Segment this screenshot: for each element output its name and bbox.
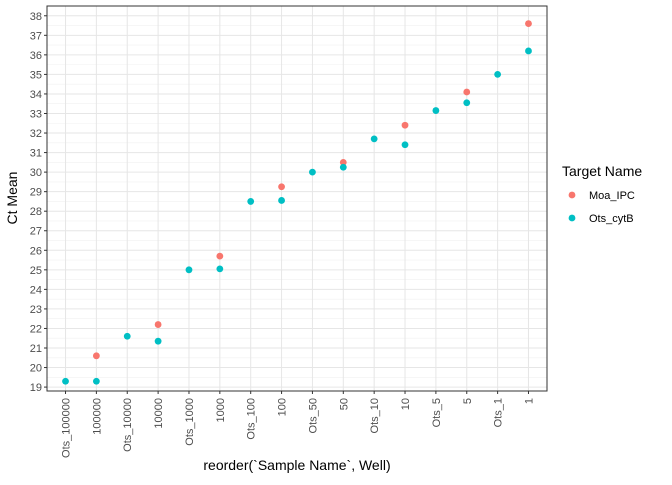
y-tick-label: 34 (30, 89, 42, 101)
data-point-moa-ipc (463, 88, 471, 96)
legend-label: Ots_cytB (589, 213, 634, 225)
x-axis-title: reorder(`Sample Name`, Well) (203, 457, 390, 473)
y-tick-label: 24 (30, 284, 42, 296)
legend-label: Moa_IPC (589, 190, 635, 202)
x-tick-label: Ots_1 (493, 398, 505, 427)
y-tick-label: 38 (30, 11, 42, 23)
y-tick-label: 33 (30, 108, 42, 120)
data-point-moa-ipc (92, 352, 100, 360)
data-point-moa-ipc (339, 158, 347, 166)
data-point-moa-ipc (154, 321, 162, 328)
y-tick-label: 30 (30, 167, 42, 179)
x-tick-label: Ots_100 (246, 398, 258, 440)
data-point-ots-cytb (432, 107, 440, 114)
legend-title: Target Name (562, 163, 642, 179)
data-point-ots-cytb (154, 337, 162, 345)
x-tick-label: Ots_10000 (122, 398, 134, 452)
y-tick-label: 23 (30, 304, 42, 316)
data-points (62, 20, 532, 385)
y-tick-label: 27 (30, 226, 42, 238)
x-tick-label: Ots_10 (369, 398, 381, 433)
data-point-ots-cytb (401, 141, 409, 149)
data-point-moa-ipc (525, 20, 532, 27)
x-axis-ticks: Ots_100000 100000 Ots_10000 10000 Ots_1000 10… (61, 391, 535, 458)
y-tick-label: 32 (30, 128, 42, 140)
y-tick-label: 28 (30, 206, 42, 218)
data-point-ots-cytb (309, 168, 316, 176)
y-tick-label: 20 (30, 363, 42, 375)
x-tick-label: Ots_50 (307, 398, 319, 433)
data-point-ots-cytb (92, 377, 100, 385)
x-tick-label: 100 (277, 398, 289, 416)
x-tick-label: 10 (400, 398, 412, 410)
x-tick-label: 1000 (215, 398, 227, 422)
data-point-ots-cytb (339, 163, 347, 171)
x-tick-label: Ots_5 (431, 398, 443, 427)
x-tick-label: Ots_100000 (61, 398, 73, 458)
y-tick-label: 21 (30, 343, 42, 355)
x-tick-label: 10000 (153, 398, 165, 429)
x-tick-label: 1 (523, 398, 535, 404)
data-point-ots-cytb (525, 47, 532, 55)
y-tick-label: 36 (30, 50, 42, 62)
panel-background (47, 6, 547, 391)
data-point-ots-cytb (185, 266, 193, 274)
y-axis-title: Ct Mean (4, 172, 20, 225)
y-axis-ticks: 19 20 21 22 23 24 25 26 27 28 29 30 31 32 33 34 35 36 37 38 (30, 11, 47, 394)
legend-key-ots-cytb (568, 214, 576, 222)
y-tick-label: 26 (30, 245, 42, 257)
legend-key-moa-ipc (568, 191, 576, 199)
y-tick-label: 37 (30, 30, 42, 42)
y-tick-label: 35 (30, 69, 42, 81)
data-point-moa-ipc (216, 252, 224, 260)
data-point-moa-ipc (401, 121, 409, 129)
y-tick-label: 25 (30, 265, 42, 277)
data-point-ots-cytb (494, 71, 502, 78)
y-tick-label: 19 (30, 382, 42, 394)
panel-border (46, 5, 548, 392)
data-point-ots-cytb (216, 265, 224, 273)
data-point-ots-cytb (370, 135, 378, 143)
y-tick-label: 29 (30, 187, 42, 199)
data-point-ots-cytb (62, 377, 69, 385)
data-point-moa-ipc (278, 183, 285, 191)
data-point-ots-cytb (463, 99, 471, 107)
x-tick-label: 5 (462, 398, 474, 404)
y-tick-label: 31 (30, 148, 42, 160)
x-tick-label: 100000 (91, 398, 103, 435)
data-point-ots-cytb (123, 332, 131, 340)
data-point-ots-cytb (247, 198, 255, 205)
y-tick-label: 22 (30, 323, 42, 335)
gridlines (47, 5, 547, 391)
data-point-ots-cytb (278, 197, 285, 204)
x-tick-label: Ots_1000 (184, 398, 196, 446)
legend: Target Name Moa_IPC Ots_cytB (562, 163, 642, 225)
x-tick-label: 50 (338, 398, 350, 410)
